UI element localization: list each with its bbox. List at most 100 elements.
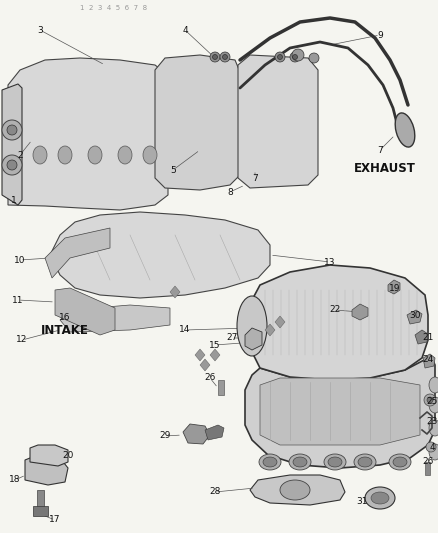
Circle shape xyxy=(212,54,217,60)
Circle shape xyxy=(7,160,17,170)
Text: 27: 27 xyxy=(226,334,237,343)
Polygon shape xyxy=(244,328,261,350)
Ellipse shape xyxy=(388,454,410,470)
Circle shape xyxy=(2,155,22,175)
Ellipse shape xyxy=(118,146,132,164)
Text: 21: 21 xyxy=(421,334,433,343)
Polygon shape xyxy=(387,280,399,294)
Text: 29: 29 xyxy=(159,432,170,440)
Polygon shape xyxy=(218,380,223,395)
Text: 11: 11 xyxy=(12,295,24,304)
Ellipse shape xyxy=(292,457,306,467)
Polygon shape xyxy=(237,55,317,188)
Circle shape xyxy=(308,53,318,63)
Text: 19: 19 xyxy=(389,284,400,293)
Text: 8: 8 xyxy=(226,188,232,197)
Polygon shape xyxy=(183,424,209,444)
Text: 28: 28 xyxy=(209,488,220,497)
Text: 25: 25 xyxy=(425,398,437,407)
Text: 26: 26 xyxy=(421,457,433,466)
Text: 7: 7 xyxy=(251,174,257,182)
Polygon shape xyxy=(25,456,68,485)
Circle shape xyxy=(291,49,303,61)
Text: 1  2  3  4  5  6  7  8: 1 2 3 4 5 6 7 8 xyxy=(80,5,147,11)
Text: 12: 12 xyxy=(16,335,28,344)
Ellipse shape xyxy=(143,146,157,164)
Polygon shape xyxy=(170,286,180,298)
Ellipse shape xyxy=(33,146,47,164)
Ellipse shape xyxy=(327,457,341,467)
Text: 1: 1 xyxy=(11,196,17,205)
Ellipse shape xyxy=(428,420,438,436)
Ellipse shape xyxy=(323,454,345,470)
Text: 16: 16 xyxy=(59,313,71,322)
Ellipse shape xyxy=(279,480,309,500)
Text: 2: 2 xyxy=(17,150,23,159)
Polygon shape xyxy=(424,462,429,475)
Text: 20: 20 xyxy=(62,450,74,459)
Ellipse shape xyxy=(394,113,414,147)
Text: INTAKE: INTAKE xyxy=(41,324,89,336)
Polygon shape xyxy=(414,330,427,344)
Text: 9: 9 xyxy=(376,30,382,39)
Text: 23: 23 xyxy=(425,417,437,426)
Polygon shape xyxy=(249,475,344,505)
Ellipse shape xyxy=(58,146,72,164)
Polygon shape xyxy=(155,55,240,190)
Text: 5: 5 xyxy=(170,166,176,174)
Polygon shape xyxy=(37,490,44,515)
Text: 15: 15 xyxy=(209,341,220,350)
Circle shape xyxy=(423,394,435,406)
Text: EXHAUST: EXHAUST xyxy=(353,161,415,174)
Text: 17: 17 xyxy=(49,515,60,524)
Ellipse shape xyxy=(88,146,102,164)
Circle shape xyxy=(219,52,230,62)
Text: 13: 13 xyxy=(324,257,335,266)
Text: 22: 22 xyxy=(328,305,340,314)
Polygon shape xyxy=(251,265,427,380)
Circle shape xyxy=(209,52,219,62)
Ellipse shape xyxy=(428,377,438,393)
Circle shape xyxy=(2,120,22,140)
Ellipse shape xyxy=(353,454,375,470)
Circle shape xyxy=(425,442,435,452)
Polygon shape xyxy=(200,359,209,371)
Polygon shape xyxy=(422,354,434,368)
Circle shape xyxy=(274,52,284,62)
Circle shape xyxy=(292,54,297,60)
Text: 7: 7 xyxy=(376,146,382,155)
Text: 31: 31 xyxy=(356,497,367,506)
Ellipse shape xyxy=(288,454,310,470)
Text: 30: 30 xyxy=(408,311,420,320)
Ellipse shape xyxy=(428,397,438,413)
Polygon shape xyxy=(205,425,223,440)
Polygon shape xyxy=(265,324,274,336)
Polygon shape xyxy=(194,349,205,361)
Ellipse shape xyxy=(370,492,388,504)
Text: 4: 4 xyxy=(182,26,187,35)
Ellipse shape xyxy=(392,457,406,467)
Text: 4: 4 xyxy=(428,443,434,453)
Text: 3: 3 xyxy=(37,26,43,35)
Polygon shape xyxy=(406,310,421,324)
Text: 24: 24 xyxy=(421,356,433,365)
Polygon shape xyxy=(244,358,434,468)
Polygon shape xyxy=(274,316,284,328)
Ellipse shape xyxy=(357,457,371,467)
Polygon shape xyxy=(50,212,269,298)
Polygon shape xyxy=(8,58,168,210)
Text: 18: 18 xyxy=(9,475,21,484)
Polygon shape xyxy=(33,506,48,516)
Circle shape xyxy=(426,397,432,403)
Circle shape xyxy=(222,54,227,60)
Circle shape xyxy=(277,54,282,60)
Polygon shape xyxy=(259,378,419,445)
Polygon shape xyxy=(2,84,22,205)
Ellipse shape xyxy=(258,454,280,470)
Polygon shape xyxy=(30,445,68,466)
Text: 26: 26 xyxy=(204,374,215,383)
Polygon shape xyxy=(45,228,110,278)
Ellipse shape xyxy=(428,444,438,460)
Polygon shape xyxy=(60,305,170,332)
Circle shape xyxy=(290,52,299,62)
